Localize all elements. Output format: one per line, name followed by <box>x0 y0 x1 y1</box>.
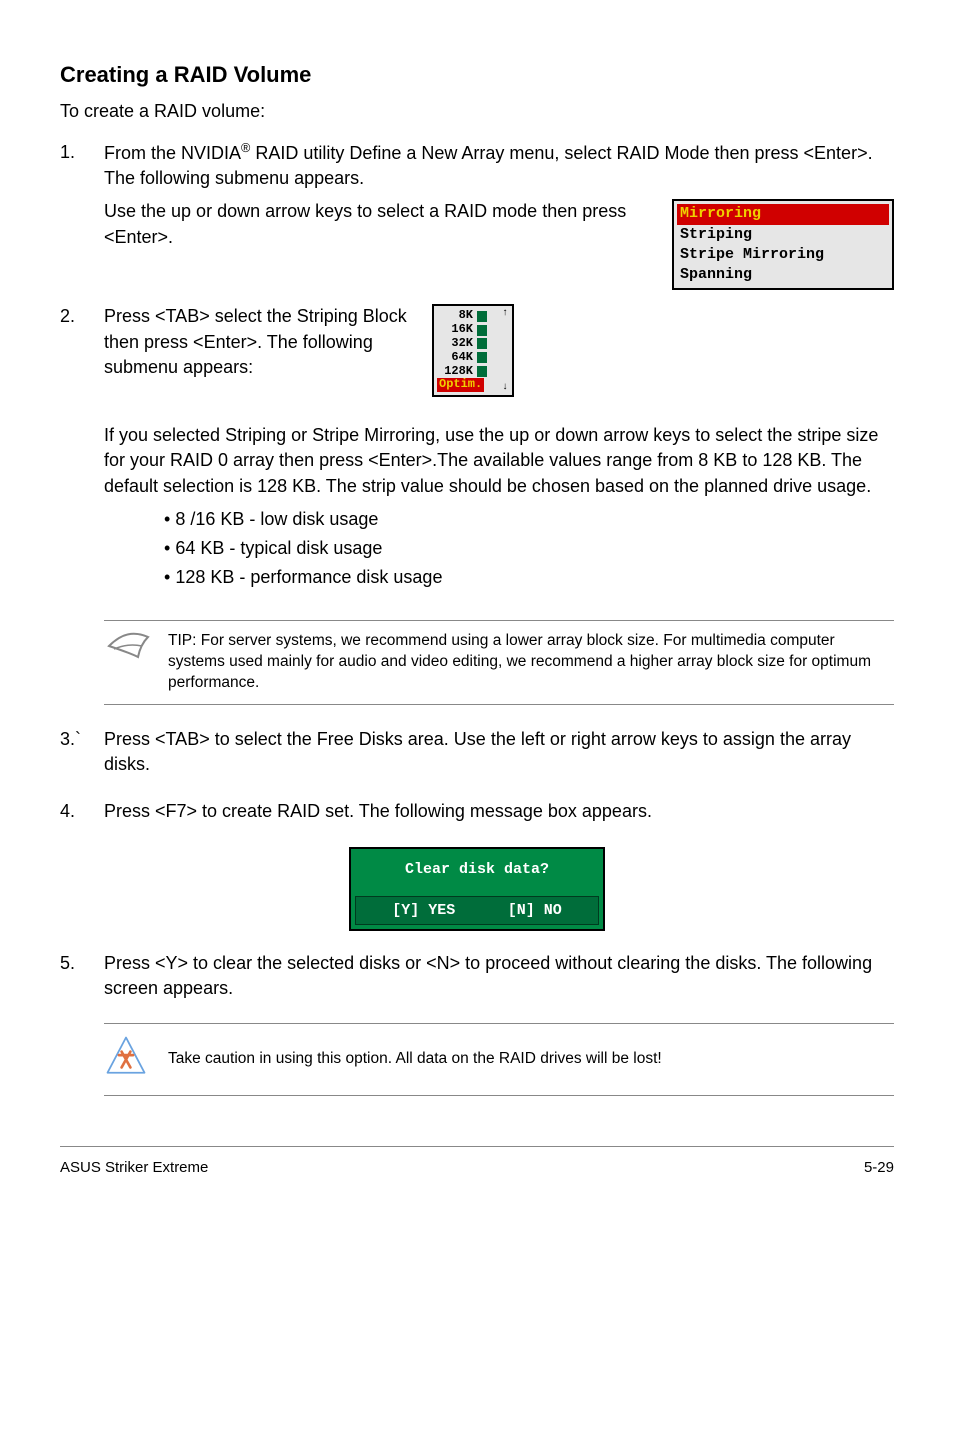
warning-note: Take caution in using this option. All d… <box>104 1023 894 1096</box>
stripe-label: 64K <box>437 351 477 365</box>
dialog-wrapper: Clear disk data? [Y] YES [N] NO <box>60 847 894 931</box>
step-5: 5. Press <Y> to clear the selected disks… <box>60 951 894 1009</box>
step-number: 4. <box>60 799 104 832</box>
step-3: 3.` Press <TAB> to select the Free Disks… <box>60 727 894 785</box>
stripe-row: 64K <box>437 351 509 365</box>
dialog-title: Clear disk data? <box>355 853 599 896</box>
stripe-label: 128K <box>437 365 477 379</box>
step-number: 2. <box>60 304 104 606</box>
dialog-buttons: [Y] YES [N] NO <box>355 896 599 925</box>
step-4-text: Press <F7> to create RAID set. The follo… <box>104 799 894 824</box>
warning-text: Take caution in using this option. All d… <box>168 1049 662 1070</box>
stripe-row: 32K <box>437 337 509 351</box>
warning-icon <box>104 1034 154 1085</box>
step-1: 1. From the NVIDIA® RAID utility Define … <box>60 140 894 290</box>
step-4: 4. Press <F7> to create RAID set. The fo… <box>60 799 894 832</box>
stripe-label: 16K <box>437 323 477 337</box>
clear-disk-dialog: Clear disk data? [Y] YES [N] NO <box>349 847 605 931</box>
step-2: 2. Press <TAB> select the Striping Block… <box>60 304 894 606</box>
stripe-block-icon <box>477 352 487 363</box>
stripe-label: 32K <box>437 337 477 351</box>
footer-left: ASUS Striker Extreme <box>60 1157 208 1178</box>
bullet-item: 64 KB - typical disk usage <box>164 536 894 561</box>
stripe-selected-label: Optim. <box>437 378 484 392</box>
page-footer: ASUS Striker Extreme 5-29 <box>60 1146 894 1178</box>
step-2-paragraph: If you selected Striping or Stripe Mirro… <box>104 423 894 499</box>
step-3-text: Press <TAB> to select the Free Disks are… <box>104 727 894 777</box>
arrow-up-icon: ↑ <box>502 308 508 320</box>
stripe-block-icon <box>477 366 487 377</box>
stripe-label: 8K <box>437 309 477 323</box>
raid-menu-item: Spanning <box>677 265 889 285</box>
step-5-text: Press <Y> to clear the selected disks or… <box>104 951 894 1001</box>
stripe-row: 128K <box>437 365 509 379</box>
intro-text: To create a RAID volume: <box>60 99 894 124</box>
dialog-yes: [Y] YES <box>392 900 455 921</box>
step-number: 1. <box>60 140 104 290</box>
scroll-arrows: ↑ ↓ <box>502 308 508 393</box>
step1-pre: From the NVIDIA <box>104 143 241 163</box>
note-icon <box>104 631 154 678</box>
footer-right: 5-29 <box>864 1157 894 1178</box>
raid-menu-item: Stripe Mirroring <box>677 245 889 265</box>
tip-text: TIP: For server systems, we recommend us… <box>168 631 894 694</box>
step-number: 5. <box>60 951 104 1009</box>
dialog-no: [N] NO <box>508 900 562 921</box>
stripe-row: 8K <box>437 309 509 323</box>
stripe-block-icon <box>477 338 487 349</box>
tip-note: TIP: For server systems, we recommend us… <box>104 620 894 705</box>
registered-mark: ® <box>241 141 250 155</box>
step-2-text: Press <TAB> select the Striping Block th… <box>104 304 414 380</box>
arrow-down-icon: ↓ <box>502 382 508 394</box>
step-1-text-b: Use the up or down arrow keys to select … <box>104 199 654 249</box>
bullet-list: 8 /16 KB - low disk usage 64 KB - typica… <box>164 507 894 591</box>
section-heading: Creating a RAID Volume <box>60 60 894 91</box>
bullet-item: 8 /16 KB - low disk usage <box>164 507 894 532</box>
stripe-row: 16K <box>437 323 509 337</box>
raid-menu-selected: Mirroring <box>677 204 889 224</box>
bullet-item: 128 KB - performance disk usage <box>164 565 894 590</box>
raid-mode-menu: Mirroring Striping Stripe Mirroring Span… <box>672 199 894 290</box>
stripe-size-menu: ↑ ↓ 8K 16K 32K 64K 128K Optim. <box>432 304 514 397</box>
stripe-block-icon <box>477 311 487 322</box>
step-number: 3.` <box>60 727 104 785</box>
raid-menu-item: Striping <box>677 225 889 245</box>
step-1-text-a: From the NVIDIA® RAID utility Define a N… <box>104 140 894 191</box>
stripe-row-selected: Optim. <box>437 378 509 392</box>
stripe-block-icon <box>477 325 487 336</box>
